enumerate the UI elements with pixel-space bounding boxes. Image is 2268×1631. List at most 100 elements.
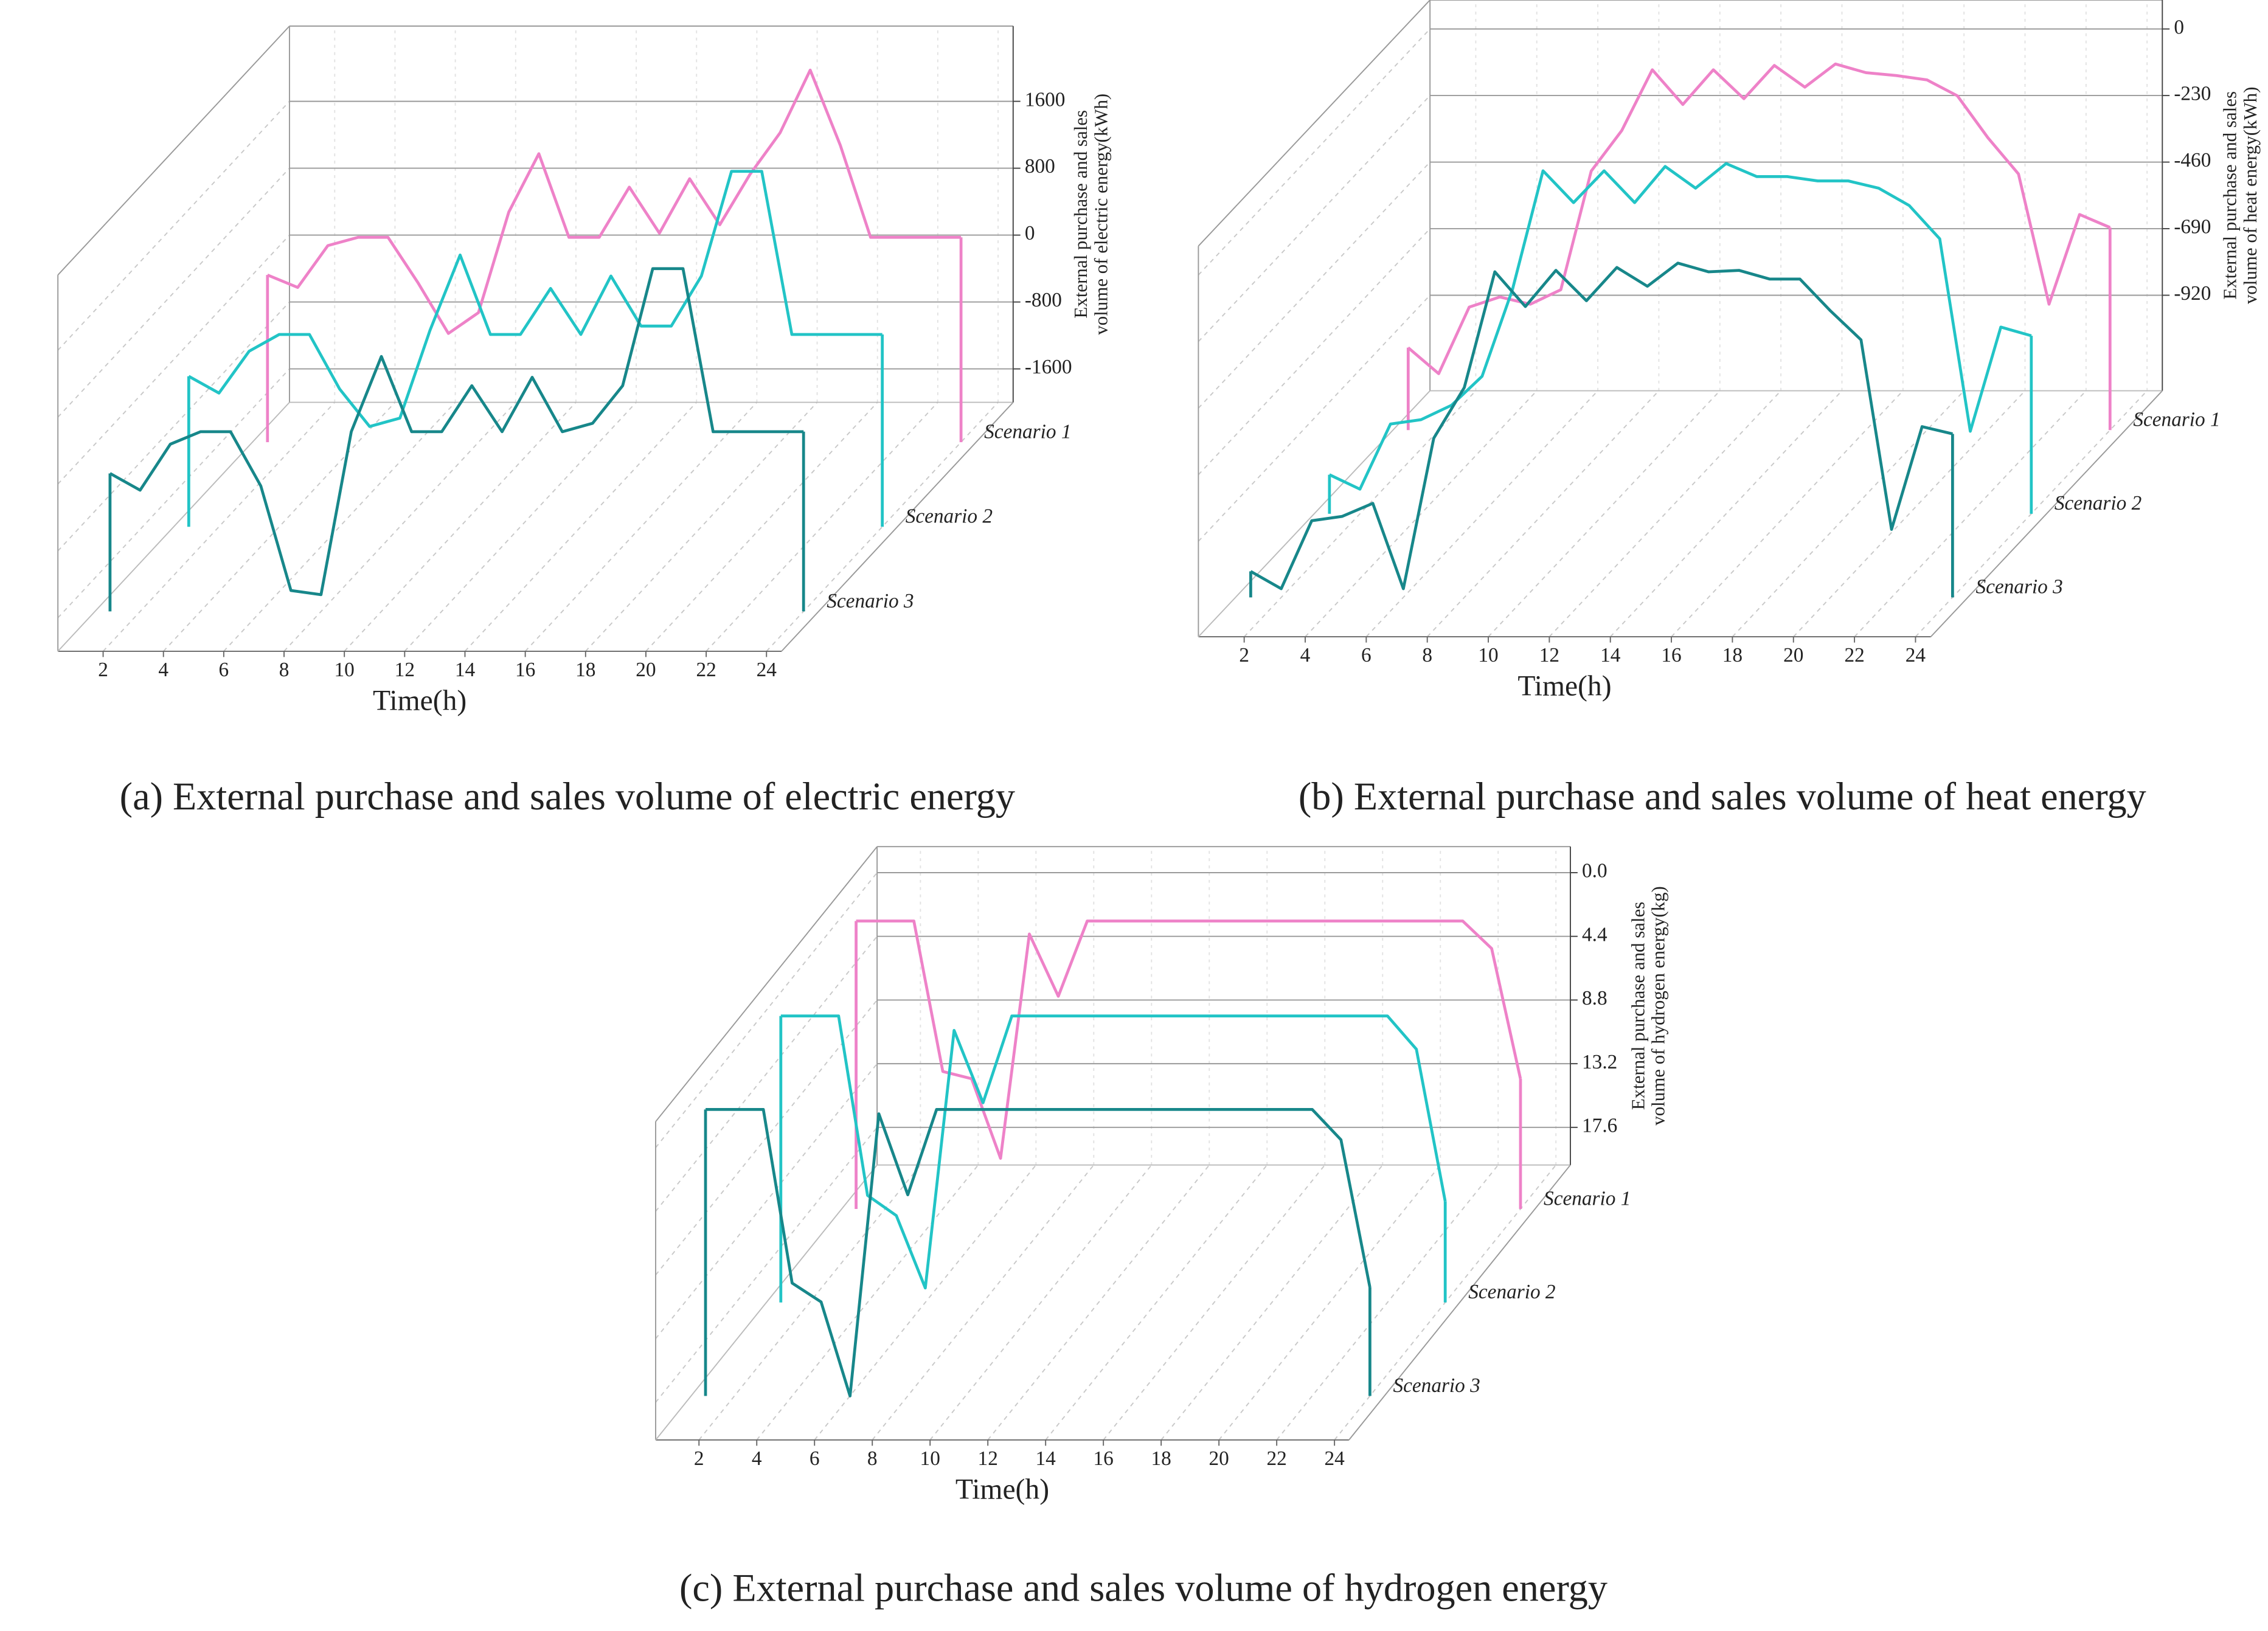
floor-grid-line: [706, 401, 938, 652]
floor-grid-line: [1160, 1165, 1384, 1441]
side-grid-line: [1198, 95, 1431, 342]
x-tick-label: 16: [1661, 644, 1681, 667]
x-tick-label: 10: [335, 659, 355, 681]
side-grid-line: [57, 368, 290, 618]
series-line: [706, 1107, 1372, 1397]
x-tick-label: 22: [696, 659, 716, 681]
floor-grid-line: [1793, 390, 2026, 637]
x-tick-label: 8: [867, 1447, 878, 1470]
chart-panel: 2 4 6 8 10 12 14 16 18 20 22 24-1600-80008001600Tim…: [57, 25, 1111, 818]
series-label: Scenario 2: [906, 505, 993, 528]
side-grid-line: [1198, 28, 1431, 275]
floor-grid-line: [929, 1165, 1153, 1441]
series-line: [1328, 162, 2032, 491]
x-tick-label: 6: [810, 1447, 820, 1470]
floor-grid-line: [344, 401, 577, 652]
x-tick-label: 18: [1151, 1447, 1171, 1470]
x-tick-label: 16: [1094, 1447, 1114, 1470]
x-tick-label: 14: [455, 659, 476, 681]
series-line: [188, 170, 883, 428]
y-axis-label: External purchase and sales: [1070, 110, 1091, 319]
y-tick-label: 0: [1025, 222, 1035, 244]
side-grid-line: [57, 100, 290, 351]
y-axis-label: volume of electric energy(kWh): [1090, 94, 1111, 335]
x-tick-label: 12: [1539, 644, 1559, 667]
y-tick-label: -800: [1025, 289, 1062, 311]
y-axis-label: volume of heat energy(kWh): [2239, 87, 2261, 304]
side-grid-line: [655, 936, 878, 1212]
floor-grid-line: [872, 1165, 1095, 1441]
series-line: [1250, 261, 1954, 590]
side-grid-line: [1198, 228, 1431, 476]
x-tick-label: 16: [515, 659, 535, 681]
floor-grid-line: [756, 1165, 979, 1441]
y-tick-label: -1600: [1025, 356, 1072, 378]
y-tick-label: -690: [2174, 216, 2211, 238]
series-label: Scenario 1: [984, 420, 1071, 443]
axis-edge: [1198, 0, 1431, 247]
x-tick-label: 6: [219, 659, 229, 681]
floor-grid-line: [1103, 1165, 1326, 1441]
floor-grid-line: [1045, 1165, 1268, 1441]
series-line: [856, 919, 1522, 1160]
chart-panel: 2 4 6 8 10 12 14 16 18 20 22 24-920-690-460-2300Tim…: [1198, 0, 2261, 818]
series-label: Scenario 3: [1393, 1374, 1480, 1397]
axis-edge: [57, 26, 290, 275]
x-tick-label: 18: [1722, 644, 1743, 667]
series-line: [109, 267, 804, 597]
side-grid-line: [655, 872, 878, 1148]
axis-edge: [781, 401, 1014, 652]
x-tick-label: 20: [636, 659, 656, 681]
x-tick-label: 2: [1239, 644, 1249, 667]
axis-edge: [1930, 390, 2163, 637]
x-tick-label: 24: [757, 659, 777, 681]
floor-grid-line: [1488, 390, 1721, 637]
y-tick-label: 17.6: [1582, 1114, 1617, 1137]
floor-grid-line: [585, 401, 818, 652]
caption: (b) External purchase and sales volume o…: [1299, 775, 2146, 818]
y-tick-label: 13.2: [1582, 1051, 1617, 1073]
side-grid-line: [655, 1063, 878, 1339]
floor-grid-line: [524, 401, 758, 652]
axis-edge: [1198, 390, 1431, 637]
floor-grid-line: [1365, 390, 1598, 637]
floor-grid-line: [404, 401, 637, 652]
x-tick-label: 12: [978, 1447, 998, 1470]
floor-grid-line: [1426, 390, 1660, 637]
y-axis-label: volume of hydrogen energy(kg): [1648, 886, 1669, 1126]
x-tick-label: 8: [279, 659, 290, 681]
y-tick-label: 4.4: [1582, 923, 1607, 946]
side-grid-line: [1198, 161, 1431, 409]
y-tick-label: 800: [1025, 155, 1055, 178]
axis-edge: [1348, 1165, 1571, 1441]
floor-grid-line: [1305, 390, 1538, 637]
y-tick-label: -920: [2174, 282, 2211, 305]
side-grid-line: [57, 301, 290, 552]
side-grid-line: [1198, 294, 1431, 542]
x-tick-label: 18: [575, 659, 595, 681]
y-tick-label: 0.0: [1582, 860, 1607, 882]
x-tick-label: 4: [158, 659, 168, 681]
floor-grid-line: [223, 401, 456, 652]
floor-grid-line: [464, 401, 697, 652]
x-tick-label: 2: [98, 659, 108, 681]
y-tick-label: 1600: [1025, 88, 1066, 111]
x-tick-label: 22: [1844, 644, 1864, 667]
x-tick-label: 20: [1783, 644, 1803, 667]
side-grid-line: [57, 234, 290, 485]
series-label: Scenario 3: [1975, 576, 2062, 598]
floor-grid-line: [698, 1165, 921, 1441]
x-tick-label: 24: [1324, 1447, 1345, 1470]
floor-grid-line: [163, 401, 396, 652]
x-tick-label: 2: [694, 1447, 704, 1470]
y-tick-label: -460: [2174, 149, 2211, 171]
floor-grid-line: [283, 401, 516, 652]
axis-edge: [655, 1165, 878, 1441]
side-grid-line: [655, 999, 878, 1276]
floor-grid-line: [102, 401, 336, 652]
floor-grid-line: [1732, 390, 1965, 637]
x-tick-label: 10: [920, 1447, 940, 1470]
x-tick-label: 6: [1361, 644, 1372, 667]
series-line: [266, 68, 962, 335]
x-tick-label: 4: [752, 1447, 762, 1470]
